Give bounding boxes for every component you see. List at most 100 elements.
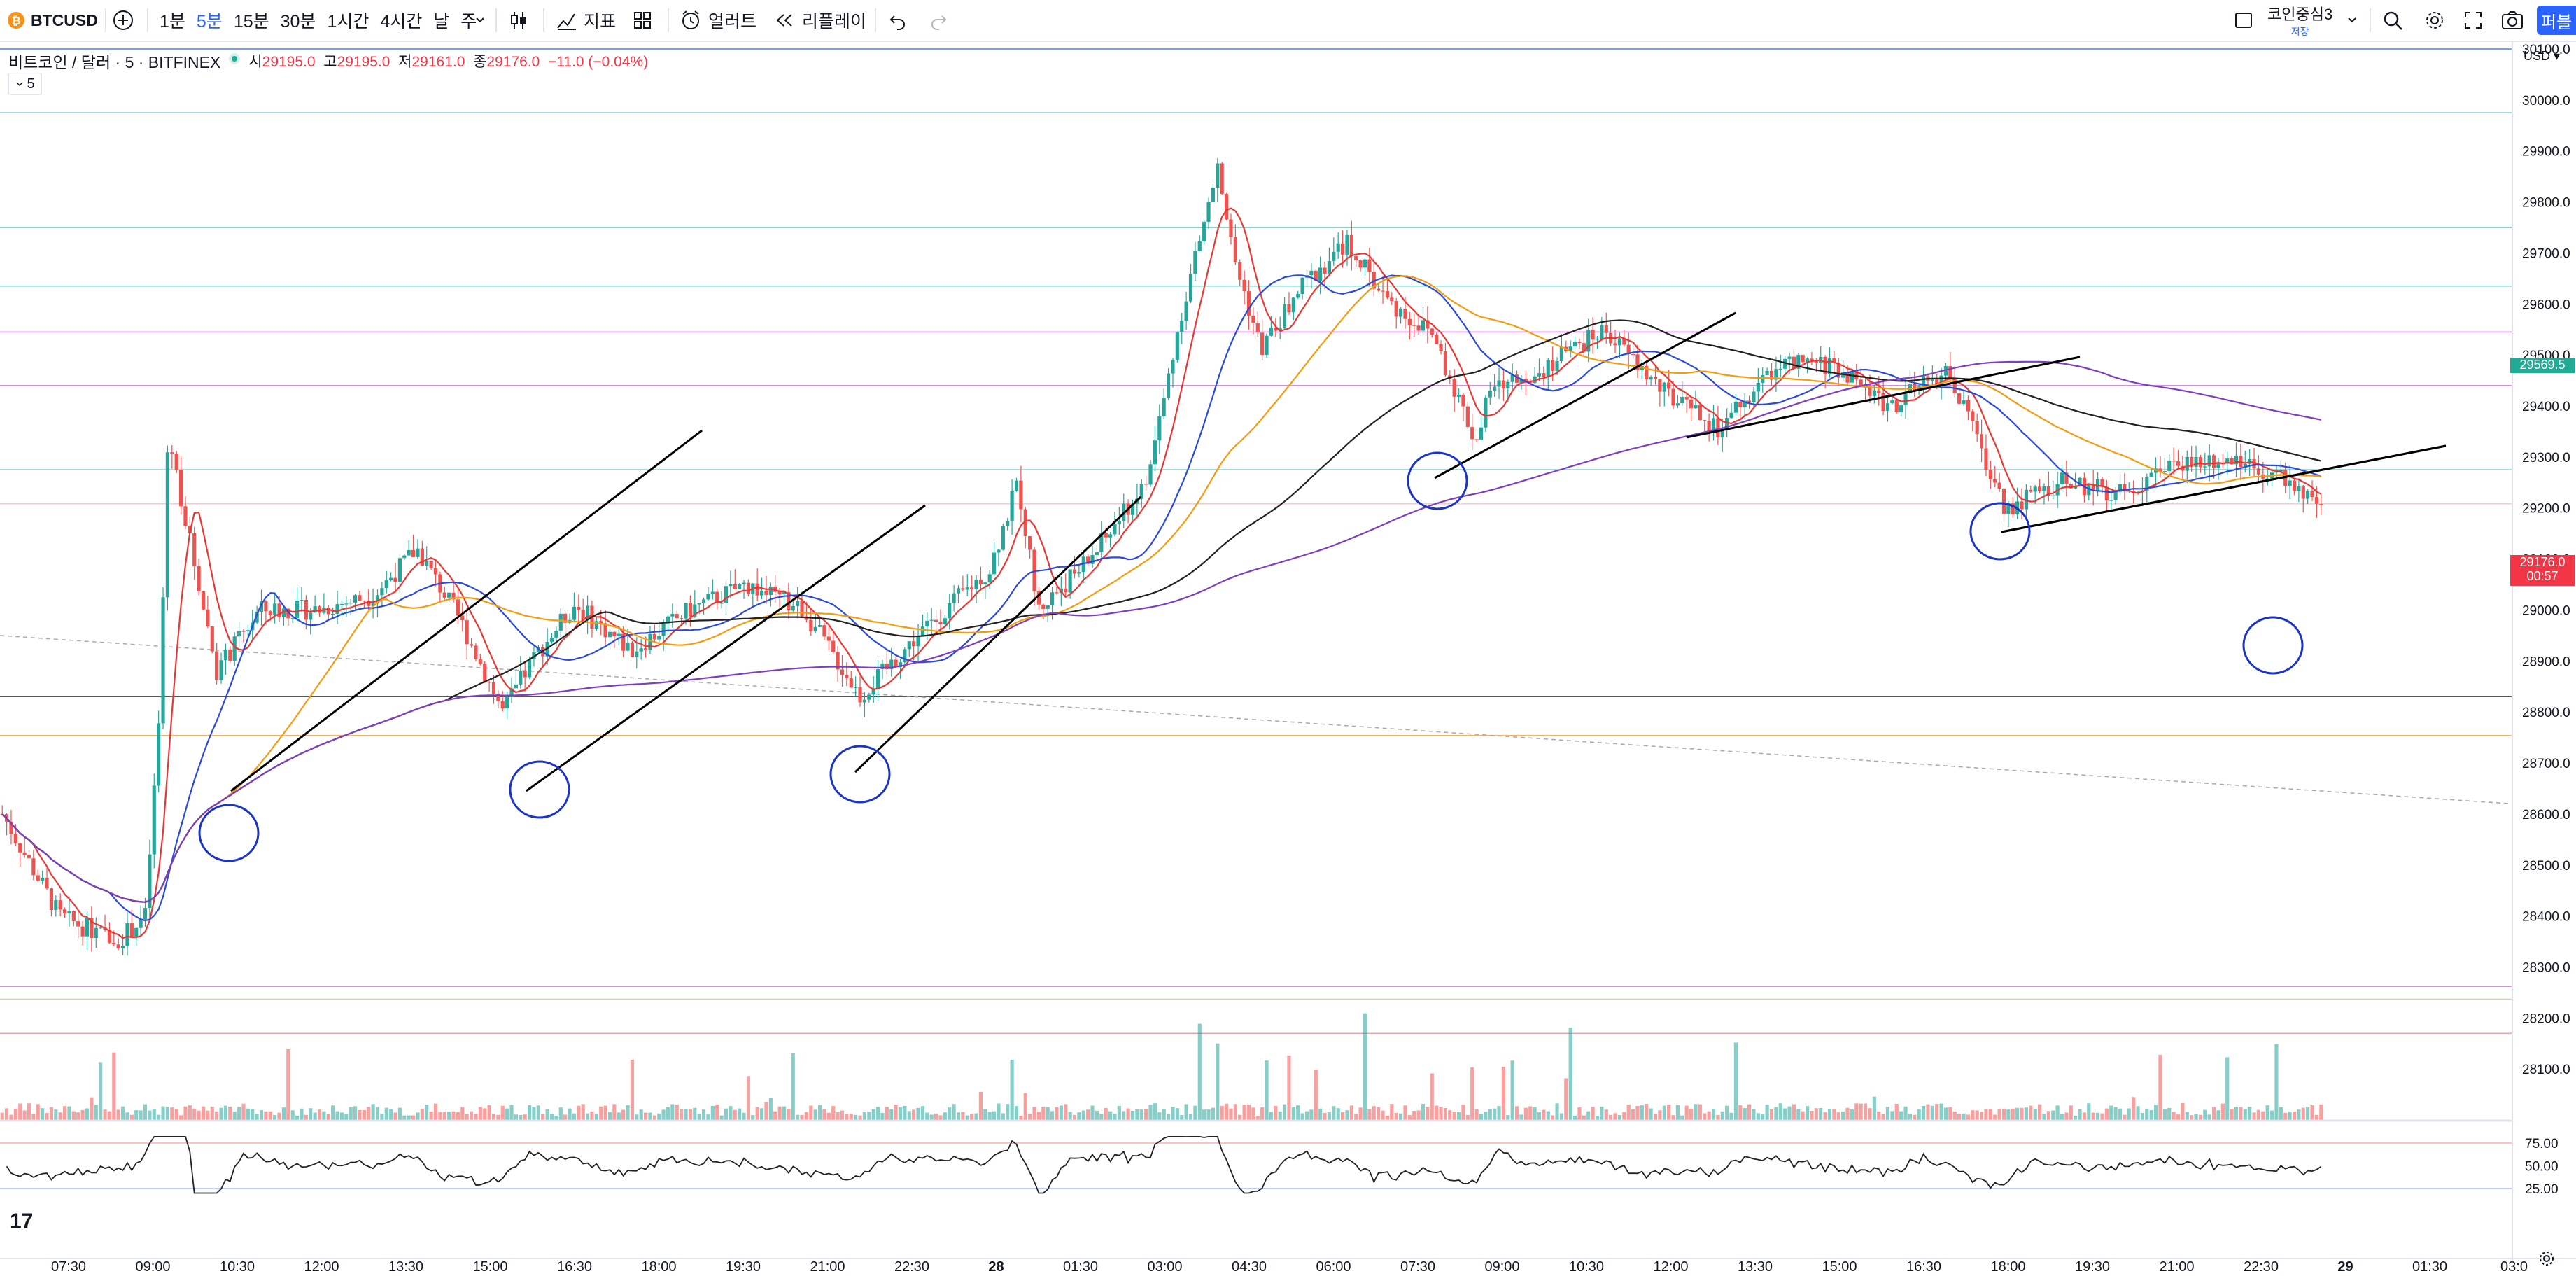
axis-settings-button[interactable] [2538, 1250, 2555, 1270]
publish-button[interactable]: 퍼블 [2537, 6, 2576, 35]
candle-body [1238, 262, 1242, 280]
candle-body [581, 610, 585, 620]
circle-marker[interactable] [1407, 451, 1468, 510]
candle-body [375, 595, 380, 604]
candle-body [49, 888, 54, 910]
chart-type-button[interactable] [508, 0, 529, 41]
search-button[interactable] [2382, 0, 2403, 41]
volume-bar [1474, 1109, 1479, 1120]
circle-marker[interactable] [829, 745, 891, 804]
trend-line[interactable] [1686, 356, 2081, 439]
candle-body [255, 612, 259, 623]
candle-body [2033, 486, 2037, 492]
interval-6[interactable]: 4시간 [380, 12, 423, 31]
interval-2[interactable]: 5분 [196, 12, 223, 31]
compare-add-button[interactable] [112, 0, 134, 41]
volume-bar [1403, 1105, 1407, 1120]
volume-bar [2153, 1105, 2158, 1120]
trend-line[interactable] [526, 504, 926, 792]
interval-5[interactable]: 1시간 [327, 12, 369, 31]
volume-bar [880, 1112, 885, 1120]
interval-7[interactable]: 날 [433, 12, 450, 31]
templates-button[interactable] [633, 0, 652, 41]
interval-3[interactable]: 15분 [233, 12, 269, 31]
volume-bar [2046, 1111, 2050, 1120]
interval-4[interactable]: 30분 [280, 12, 316, 31]
candle-body [1582, 343, 1586, 352]
redo-button[interactable] [928, 0, 949, 41]
volume-bar [2015, 1107, 2020, 1120]
interval-group: 1분 5분 15분 30분 1시간 4시간 날 주 [160, 0, 477, 41]
fullscreen-button[interactable] [2463, 0, 2483, 41]
undo-icon [887, 10, 908, 31]
volume-bar [1984, 1109, 1988, 1120]
volume-bar [1622, 1112, 1626, 1120]
candle-body [710, 591, 715, 594]
circle-marker[interactable] [2242, 616, 2304, 675]
circle-marker[interactable] [1969, 502, 2031, 561]
volume-bar [322, 1111, 326, 1120]
settings-button[interactable] [2424, 0, 2445, 41]
volume-bar [465, 1114, 469, 1120]
candle-body [1881, 393, 1885, 411]
candle-body [380, 588, 384, 596]
candle-body [514, 684, 519, 689]
candle-body [2216, 463, 2220, 468]
volume-bar [1122, 1111, 1126, 1120]
chart-canvas[interactable]: 75.00 50.00 25.00 30100.0 30000.0 29900.0 298… [0, 42, 2576, 1276]
change-value: −11.0 (−0.04%) [548, 54, 649, 70]
undo-button[interactable] [887, 0, 908, 41]
price-tick-label: 28400.0 [2522, 910, 2570, 925]
alert-button[interactable]: 얼러트 [680, 0, 756, 41]
volume-bar [241, 1103, 246, 1120]
volume-bar [970, 1114, 974, 1120]
circle-marker[interactable] [509, 760, 570, 819]
candle-body [2190, 456, 2194, 467]
candle-body [1381, 290, 1385, 292]
candle-body [746, 582, 751, 594]
candle-body [178, 470, 183, 507]
interval-8[interactable]: 주 [460, 12, 477, 31]
candle-body [273, 603, 277, 615]
volume-bar [2029, 1105, 2033, 1120]
layout-checkbox[interactable] [2234, 0, 2253, 41]
volume-bar [907, 1111, 911, 1120]
symbol-search-button[interactable]: ₿ BTCUSD [7, 0, 98, 41]
volume-bar [1019, 1115, 1023, 1120]
time-tick-label: 12:00 [304, 1259, 339, 1275]
volume-bar [134, 1110, 139, 1120]
candle-body [1488, 391, 1492, 398]
snapshot-button[interactable] [2501, 0, 2524, 41]
candle-body [1551, 360, 1555, 371]
trend-line[interactable] [854, 496, 1142, 773]
volume-bar [1694, 1104, 1698, 1120]
candle-body [943, 618, 947, 624]
volume-bar [541, 1114, 545, 1120]
layout-name-button[interactable]: 코인중심3 저장 [2267, 0, 2332, 41]
indicators-button[interactable]: 지표 [556, 0, 616, 41]
volume-bar [2145, 1108, 2149, 1120]
volume-bar [746, 1076, 751, 1120]
candle-body [1336, 243, 1340, 252]
volume-bar [701, 1109, 706, 1120]
interval-1[interactable]: 1분 [160, 12, 185, 31]
interval-dropdown-button[interactable] [474, 0, 486, 41]
candle-body [429, 561, 433, 568]
volume-bar [903, 1105, 907, 1120]
trend-line[interactable] [2001, 444, 2447, 533]
volume-bar [45, 1112, 49, 1120]
candle-body [1193, 251, 1197, 274]
trend-line[interactable] [1434, 311, 1736, 479]
trend-line[interactable] [230, 429, 703, 792]
volume-bar [800, 1114, 804, 1120]
indicator-collapse-button[interactable]: 5 [8, 73, 42, 95]
candle-body [688, 603, 693, 617]
currency-label[interactable]: USD ▾ [2524, 49, 2560, 63]
circle-marker[interactable] [198, 804, 260, 862]
volume-bar [1649, 1108, 1653, 1120]
layout-menu-button[interactable] [2346, 0, 2358, 41]
replay-button[interactable]: 리플레이 [774, 0, 866, 41]
volume-bar [1752, 1109, 1756, 1120]
candle-body [36, 875, 40, 881]
time-tick-label: 16:30 [1906, 1259, 1941, 1275]
